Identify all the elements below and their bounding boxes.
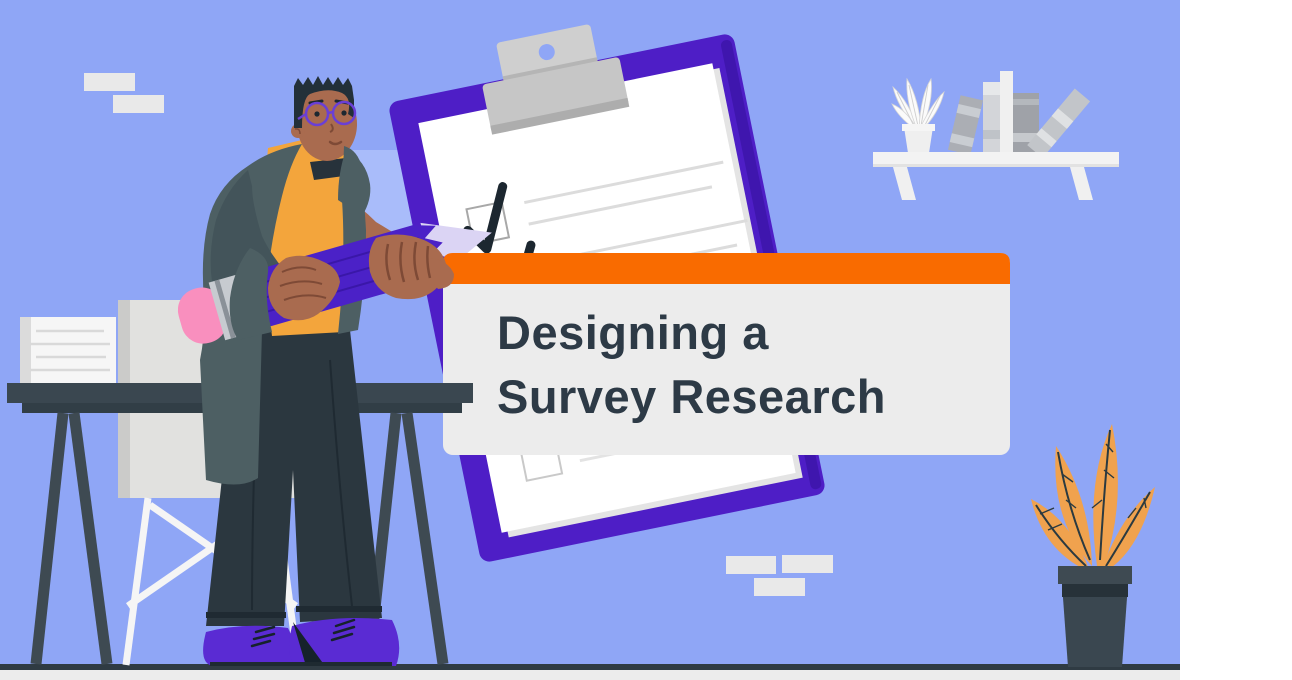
shelf-plant xyxy=(891,77,945,130)
hand-near xyxy=(268,255,340,321)
book-leaning-left xyxy=(947,95,983,155)
shelf-plant-pot xyxy=(902,124,935,153)
book-upright-light xyxy=(983,71,1013,152)
plant-pot xyxy=(1058,566,1132,667)
floor-line xyxy=(0,664,1180,670)
head xyxy=(291,76,357,161)
table-end-over-card xyxy=(418,383,473,413)
clipboard-clip xyxy=(482,24,630,135)
bookshelf xyxy=(873,71,1119,200)
mouth xyxy=(328,140,343,146)
title-card-body xyxy=(443,253,1010,455)
title-card-accent-bar xyxy=(443,253,1010,284)
shoes xyxy=(203,618,400,666)
potted-plant xyxy=(1031,424,1155,667)
right-margin xyxy=(1180,0,1292,680)
plant-leaves xyxy=(1031,424,1155,572)
title-card xyxy=(443,253,1010,455)
hands xyxy=(268,234,454,321)
book-leaning-right xyxy=(1027,88,1091,159)
forearm-left-over-pencil xyxy=(229,248,272,340)
nose xyxy=(329,123,334,133)
eye-right xyxy=(341,110,347,116)
hair xyxy=(294,76,354,128)
shelf-board xyxy=(873,152,1119,200)
baseboard xyxy=(0,669,1180,680)
wall-bricks-bottom-center xyxy=(726,555,833,596)
wall-bricks-top-left xyxy=(84,73,164,113)
thumb-over-card xyxy=(429,258,454,289)
collar xyxy=(310,158,346,180)
paper-stack xyxy=(20,317,116,385)
eye-left xyxy=(314,111,320,117)
glasses xyxy=(297,100,357,127)
